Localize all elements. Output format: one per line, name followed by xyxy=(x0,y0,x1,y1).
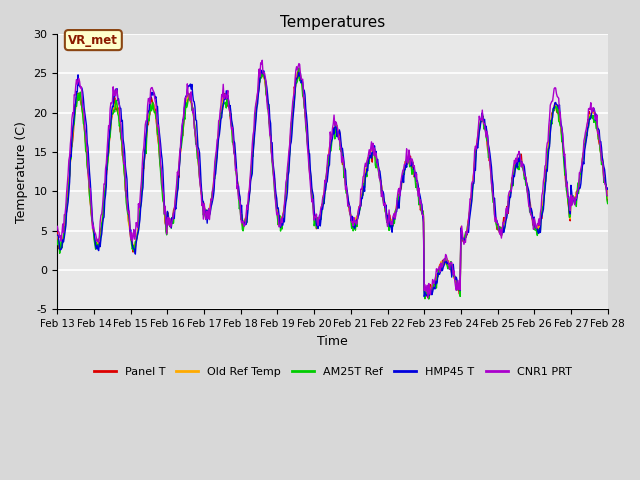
Panel T xyxy=(174,170,182,176)
Panel T xyxy=(424,295,432,301)
Old Ref Temp xyxy=(295,68,303,74)
AM25T Ref xyxy=(198,190,205,195)
Panel T xyxy=(604,198,611,204)
Old Ref Temp xyxy=(325,152,333,157)
Old Ref Temp xyxy=(433,271,441,276)
Legend: Panel T, Old Ref Temp, AM25T Ref, HMP45 T, CNR1 PRT: Panel T, Old Ref Temp, AM25T Ref, HMP45 … xyxy=(89,362,576,381)
AM25T Ref xyxy=(433,274,441,280)
Y-axis label: Temperature (C): Temperature (C) xyxy=(15,121,28,223)
Line: CNR1 PRT: CNR1 PRT xyxy=(58,60,607,298)
Old Ref Temp xyxy=(174,171,182,177)
CNR1 PRT xyxy=(259,58,266,63)
AM25T Ref xyxy=(555,119,563,124)
Panel T xyxy=(378,191,386,196)
Panel T xyxy=(433,271,441,277)
Old Ref Temp xyxy=(198,194,205,200)
Old Ref Temp xyxy=(555,108,563,113)
CNR1 PRT xyxy=(604,193,611,199)
AM25T Ref xyxy=(295,65,303,71)
HMP45 T xyxy=(325,164,333,170)
HMP45 T xyxy=(174,185,182,191)
AM25T Ref xyxy=(425,296,433,302)
Line: Panel T: Panel T xyxy=(58,72,607,298)
HMP45 T xyxy=(555,106,563,111)
HMP45 T xyxy=(433,279,441,285)
Old Ref Temp xyxy=(54,233,61,239)
Panel T xyxy=(325,153,333,158)
CNR1 PRT xyxy=(198,203,205,208)
X-axis label: Time: Time xyxy=(317,335,348,348)
AM25T Ref xyxy=(54,241,61,247)
Old Ref Temp xyxy=(604,195,611,201)
Panel T xyxy=(198,193,205,199)
CNR1 PRT xyxy=(378,189,386,194)
Old Ref Temp xyxy=(425,291,433,297)
Panel T xyxy=(294,69,302,74)
Title: Temperatures: Temperatures xyxy=(280,15,385,30)
Line: HMP45 T: HMP45 T xyxy=(58,71,607,297)
HMP45 T xyxy=(198,191,205,197)
CNR1 PRT xyxy=(433,269,441,275)
CNR1 PRT xyxy=(54,224,61,229)
CNR1 PRT xyxy=(555,96,563,101)
HMP45 T xyxy=(258,68,266,73)
HMP45 T xyxy=(420,294,428,300)
Old Ref Temp xyxy=(378,187,386,193)
AM25T Ref xyxy=(378,190,386,196)
CNR1 PRT xyxy=(424,295,432,301)
Line: AM25T Ref: AM25T Ref xyxy=(58,68,607,299)
Line: Old Ref Temp: Old Ref Temp xyxy=(58,71,607,294)
CNR1 PRT xyxy=(325,152,333,158)
Panel T xyxy=(555,113,563,119)
Text: VR_met: VR_met xyxy=(68,34,118,47)
AM25T Ref xyxy=(325,156,333,161)
AM25T Ref xyxy=(174,170,182,176)
AM25T Ref xyxy=(604,201,611,206)
CNR1 PRT xyxy=(174,172,182,178)
HMP45 T xyxy=(378,192,386,197)
Panel T xyxy=(54,229,61,235)
HMP45 T xyxy=(54,232,61,238)
HMP45 T xyxy=(604,185,611,191)
